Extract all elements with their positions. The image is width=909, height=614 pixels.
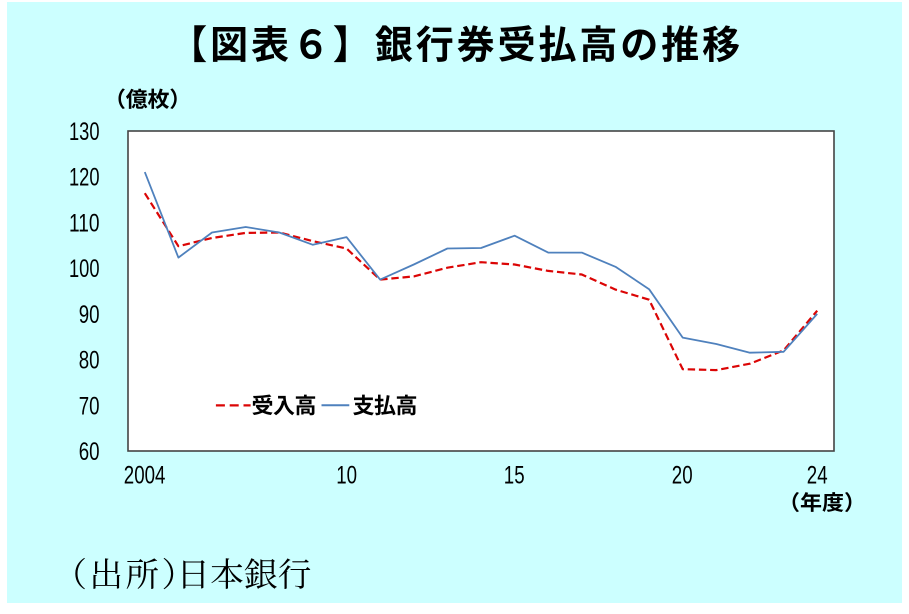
svg-text:10: 10 (336, 463, 357, 490)
svg-text:100: 100 (69, 256, 100, 283)
svg-text:130: 130 (69, 119, 100, 146)
svg-text:70: 70 (79, 393, 100, 420)
svg-text:2004: 2004 (124, 463, 166, 490)
svg-text:20: 20 (672, 463, 693, 490)
svg-text:120: 120 (69, 165, 100, 192)
svg-text:90: 90 (79, 302, 100, 329)
svg-text:60: 60 (79, 439, 100, 466)
svg-text:80: 80 (79, 348, 100, 375)
svg-text:24: 24 (807, 463, 828, 490)
svg-text:110: 110 (69, 210, 100, 237)
svg-text:15: 15 (504, 463, 525, 490)
